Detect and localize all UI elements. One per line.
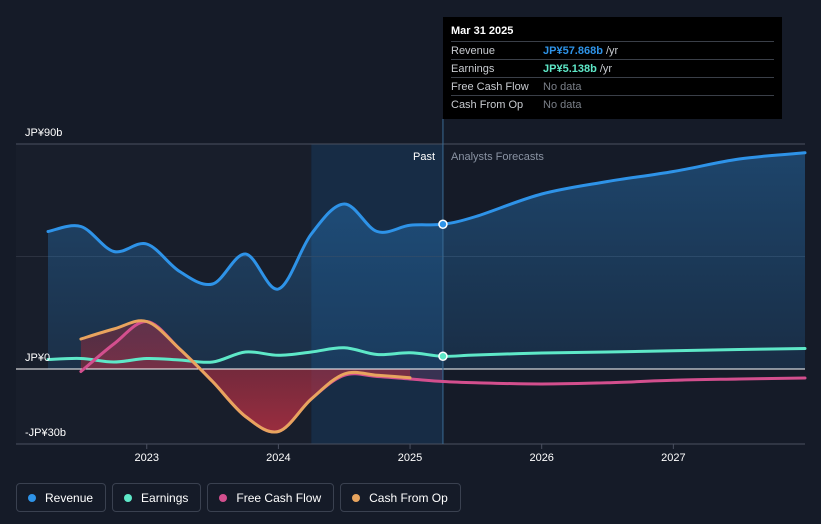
legend-dot-icon bbox=[352, 493, 361, 502]
x-tick-label: 2024 bbox=[266, 452, 290, 464]
tooltip-value: JP¥5.138b bbox=[543, 62, 597, 75]
tooltip-value: No data bbox=[543, 98, 582, 111]
tooltip-row-free-cash-flow: Free Cash Flow No data bbox=[451, 77, 774, 95]
y-tick-label-zero: JP¥0 bbox=[25, 352, 50, 364]
line-revenue bbox=[46, 151, 807, 291]
legend-item-revenue[interactable]: Revenue bbox=[16, 483, 107, 512]
y-tick-label-top: JP¥90b bbox=[25, 127, 62, 139]
marker-earnings bbox=[438, 351, 448, 361]
tooltip-label: Free Cash Flow bbox=[451, 80, 529, 93]
tooltip-value: JP¥57.868b bbox=[543, 44, 603, 57]
legend-label: Earnings bbox=[141, 490, 189, 505]
legend-label: Cash From Op bbox=[369, 490, 448, 505]
tooltip-label: Cash From Op bbox=[451, 98, 524, 111]
legend-label: Revenue bbox=[45, 490, 94, 505]
tooltip: Mar 31 2025 Revenue JP¥57.868b /yr Earni… bbox=[443, 17, 782, 119]
legend-item-cash-from-op[interactable]: Cash From Op bbox=[340, 483, 461, 512]
x-tick-label: 2026 bbox=[529, 452, 553, 464]
tooltip-row-cash-from-op: Cash From Op No data bbox=[451, 95, 774, 113]
legend: Revenue Earnings Free Cash Flow Cash Fro… bbox=[16, 483, 461, 512]
highlight-markers bbox=[438, 219, 448, 361]
legend-dot-icon bbox=[28, 493, 36, 502]
past-label: Past bbox=[413, 151, 435, 163]
area-revenue bbox=[48, 152, 805, 369]
area-cash-from-op bbox=[80, 320, 411, 433]
tooltip-date: Mar 31 2025 bbox=[451, 25, 514, 37]
x-axis: 2023 2024 2025 2026 2027 bbox=[134, 444, 686, 464]
series-lines bbox=[46, 151, 807, 434]
legend-label: Free Cash Flow bbox=[236, 490, 322, 505]
tooltip-value: No data bbox=[543, 80, 582, 93]
tooltip-unit: /yr bbox=[599, 62, 613, 75]
legend-dot-icon bbox=[219, 493, 228, 502]
marker-revenue bbox=[438, 219, 448, 229]
x-tick-label: 2027 bbox=[661, 452, 685, 464]
legend-dot-icon bbox=[124, 493, 133, 502]
tooltip-label: Revenue bbox=[451, 44, 496, 57]
line-earnings bbox=[46, 346, 807, 364]
tooltip-row-earnings: Earnings JP¥5.138b /yr bbox=[451, 59, 774, 77]
series-areas bbox=[48, 152, 805, 433]
legend-item-earnings[interactable]: Earnings bbox=[112, 483, 202, 512]
x-tick-label: 2023 bbox=[134, 452, 158, 464]
legend-item-free-cash-flow[interactable]: Free Cash Flow bbox=[207, 483, 335, 512]
tooltip-row-revenue: Revenue JP¥57.868b /yr bbox=[451, 41, 774, 59]
line-cash-from-op bbox=[79, 319, 412, 434]
tooltip-label: Earnings bbox=[451, 62, 495, 75]
tooltip-unit: /yr bbox=[605, 44, 619, 57]
x-tick-label: 2025 bbox=[398, 452, 422, 464]
forecast-label: Analysts Forecasts bbox=[451, 151, 544, 163]
y-tick-label-bottom: -JP¥30b bbox=[25, 427, 66, 439]
